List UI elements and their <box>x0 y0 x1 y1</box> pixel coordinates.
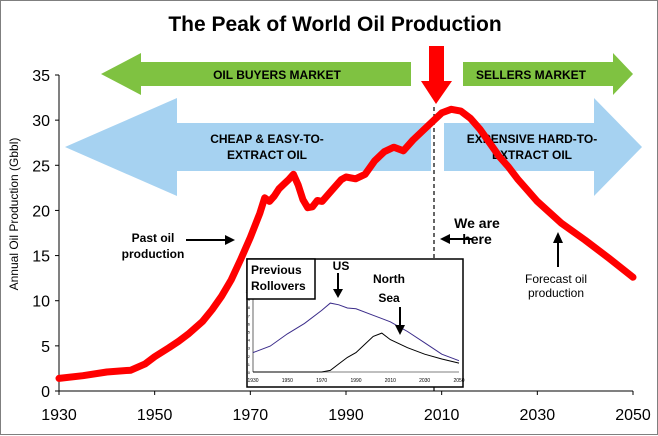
inset-series-line <box>252 302 460 362</box>
series-layer <box>55 105 637 382</box>
x-tick-label: 1970 <box>233 407 269 424</box>
we-are-here-arrowhead <box>440 234 450 244</box>
inset-x-tick-label: 2030 <box>419 378 430 384</box>
inset-us-label: US <box>333 259 350 273</box>
sellers-market-label: SELLERS MARKET <box>476 68 587 82</box>
inset-x-tick-label: 2050 <box>453 378 464 384</box>
inset-north-sea-label: North Sea <box>373 272 405 305</box>
inset-north-sea-arrowhead <box>395 325 405 335</box>
inset-y-tick-label: 5 <box>248 330 251 335</box>
x-tick-label: 2050 <box>615 407 651 424</box>
past-production-arrowhead <box>225 235 235 245</box>
peak-arrow <box>421 46 452 104</box>
x-tick-label: 2030 <box>520 407 556 424</box>
buyers-market-arrow <box>101 53 411 95</box>
cheap-oil-label: CHEAP & EASY-TO-EXTRACT OIL <box>210 132 324 162</box>
chart-title: The Peak of World Oil Production <box>168 13 501 36</box>
inset-x-tick-label: 2010 <box>385 378 396 384</box>
inset-y-tick-label: 2 <box>248 354 251 359</box>
inset-y-tick-label: 3 <box>248 346 251 351</box>
inset-x-tick-label: 1930 <box>247 378 258 384</box>
forecast-production-arrowhead <box>553 232 563 243</box>
inset-us-arrowhead <box>333 289 343 298</box>
y-axis-label: Annual Oil Production (Gbbl) <box>7 138 21 291</box>
banners: OIL BUYERS MARKET SELLERS MARKET CHEAP & E… <box>65 46 642 196</box>
buyers-market-label: OIL BUYERS MARKET <box>213 68 341 82</box>
y-tick-label: 30 <box>32 113 50 130</box>
inset-y-tick-label: 0 <box>248 370 251 375</box>
inset-title: Previous Rollovers <box>251 263 306 293</box>
inset-title-box <box>246 258 316 300</box>
forecast-production-label: Forecast oil production <box>525 272 587 300</box>
y-tick-label: 0 <box>41 384 50 401</box>
y-tick-label: 35 <box>32 68 50 85</box>
inset-x-tick-label: 1990 <box>350 378 361 384</box>
inset-y-tick-label: 4 <box>248 338 251 343</box>
sellers-market-arrow <box>463 53 633 95</box>
we-are-here-label: We are here <box>454 215 500 247</box>
y-tick-label: 10 <box>32 294 50 311</box>
cheap-oil-arrow <box>65 98 431 196</box>
oil-production-line <box>55 105 637 382</box>
x-tick-label: 1990 <box>328 407 364 424</box>
inset-y-tick-label: 6 <box>248 321 251 326</box>
inset-y-tick-label: 7 <box>248 313 251 318</box>
inset-x-tick-label: 1970 <box>316 378 327 384</box>
inset-x-tick-label: 1950 <box>282 378 293 384</box>
y-tick-label: 25 <box>32 158 50 175</box>
annotations: Past oil production We are here Forecast oil… <box>122 215 587 300</box>
expensive-oil-label: EXPENSIVE HARD-TO-EXTRACT OIL <box>467 132 597 162</box>
inset-series-line <box>253 332 460 373</box>
expensive-oil-arrow <box>444 98 642 196</box>
y-tick-label: 20 <box>32 203 50 220</box>
inset-y-tick-label: 8 <box>248 305 251 310</box>
inset-chart: 1930195019701990201020302050012345678910… <box>246 258 465 388</box>
y-tick-label: 15 <box>32 249 50 266</box>
y-tick-label: 5 <box>41 339 50 356</box>
past-production-label: Past oil production <box>122 231 185 261</box>
x-tick-label: 1950 <box>137 407 173 424</box>
inset-y-tick-label: 1 <box>248 362 251 367</box>
x-tick-label: 2010 <box>424 407 460 424</box>
x-tick-label: 1930 <box>41 407 77 424</box>
